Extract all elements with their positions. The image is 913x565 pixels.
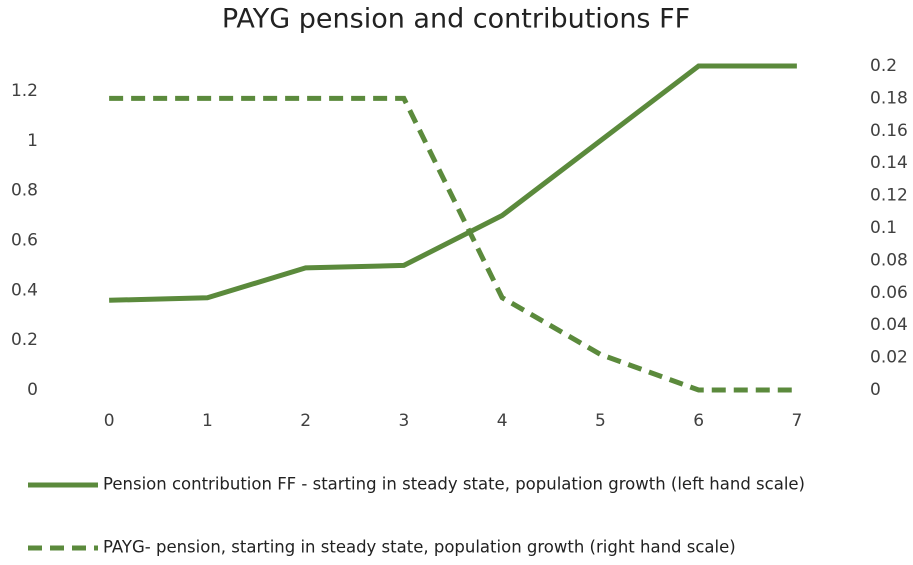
y2-tick-label: 0.08	[870, 250, 908, 270]
x-tick-label: 0	[104, 411, 115, 431]
x-tick-label: 7	[791, 411, 802, 431]
series-line	[109, 95, 797, 393]
y-tick-label: 1.2	[11, 81, 38, 101]
x-tick-label: 2	[300, 411, 311, 431]
y-tick-label: 0	[27, 380, 38, 400]
y-tick-label: 0.4	[11, 280, 38, 300]
y2-tick-label: 0.14	[870, 153, 908, 173]
y-tick-label: 0.2	[11, 330, 38, 350]
x-tick-label: 4	[497, 411, 508, 431]
x-tick-label: 3	[398, 411, 409, 431]
y-tick-label: 1	[27, 131, 38, 151]
y-tick-label: 0.6	[11, 230, 38, 250]
y2-tick-label: 0.02	[870, 348, 908, 368]
x-tick-label: 1	[202, 411, 213, 431]
y2-tick-label: 0.16	[870, 121, 908, 141]
y2-tick-label: 0.2	[870, 56, 897, 76]
legend-label: PAYG- pension, starting in steady state,…	[103, 538, 736, 557]
x-tick-label: 5	[595, 411, 606, 431]
y2-tick-label: 0.04	[870, 315, 908, 335]
y2-tick-label: 0	[870, 380, 881, 400]
y-tick-label: 0.8	[11, 181, 38, 201]
y2-tick-label: 0.06	[870, 283, 908, 303]
series-line	[109, 63, 797, 303]
y2-tick-label: 0.12	[870, 186, 908, 206]
y2-tick-label: 0.18	[870, 88, 908, 108]
y2-tick-label: 0.1	[870, 218, 897, 238]
x-tick-label: 6	[693, 411, 704, 431]
chart-title: PAYG pension and contributions FF	[222, 4, 690, 35]
legend-label: Pension contribution FF - starting in st…	[103, 475, 805, 494]
